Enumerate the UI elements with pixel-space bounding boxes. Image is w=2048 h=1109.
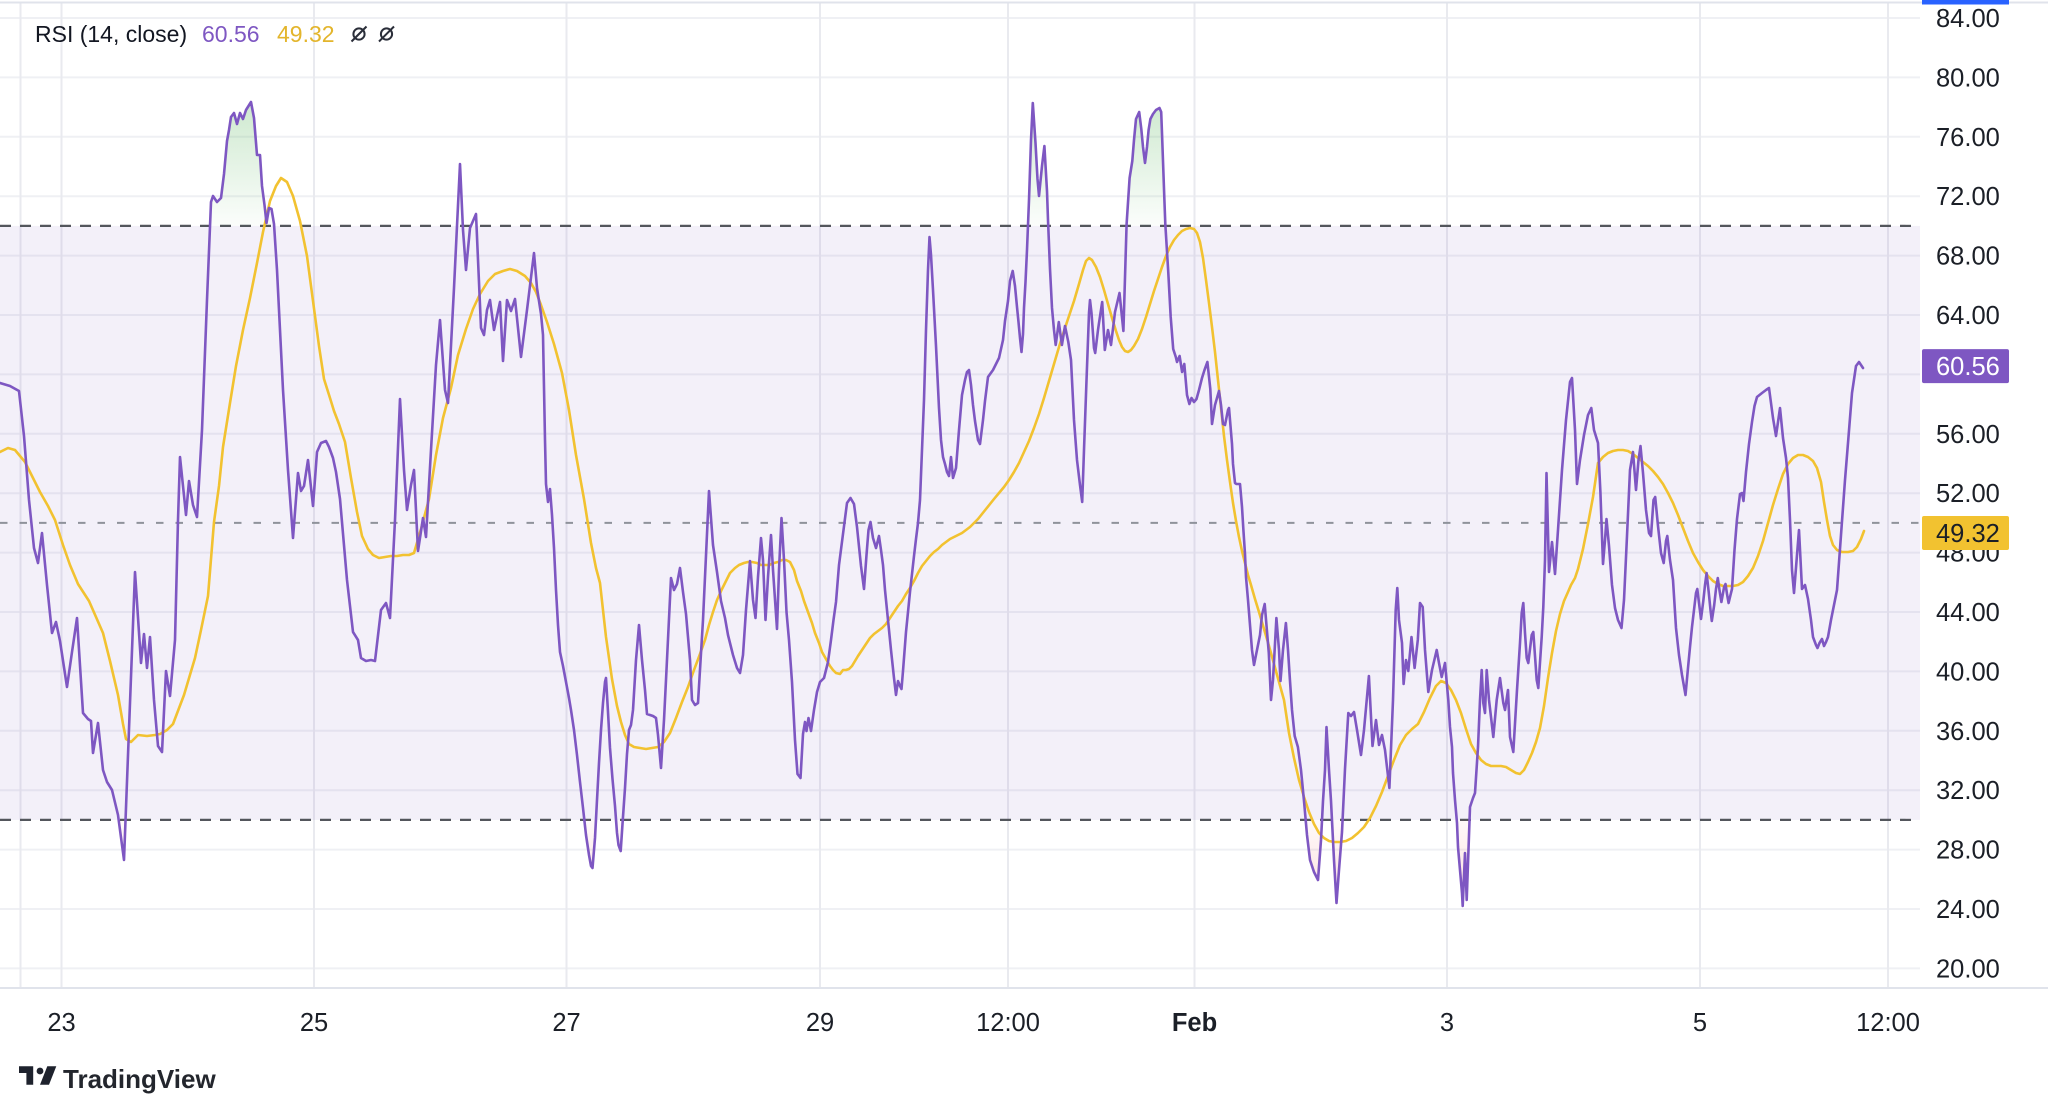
svg-text:52.00: 52.00 [1936, 480, 2000, 508]
svg-text:23: 23 [47, 1009, 75, 1037]
svg-text:49.32: 49.32 [1936, 520, 2000, 548]
svg-text:32.00: 32.00 [1936, 777, 2000, 805]
svg-text:29: 29 [806, 1009, 834, 1037]
svg-text:84.00: 84.00 [1936, 5, 2000, 33]
svg-text:RSI (14, close): RSI (14, close) [35, 21, 187, 47]
svg-text:60.56: 60.56 [202, 21, 260, 47]
svg-text:64.00: 64.00 [1936, 302, 2000, 330]
svg-text:44.00: 44.00 [1936, 599, 2000, 627]
svg-text:3: 3 [1440, 1009, 1454, 1037]
svg-text:36.00: 36.00 [1936, 718, 2000, 746]
svg-text:40.00: 40.00 [1936, 658, 2000, 686]
svg-text:20.00: 20.00 [1936, 955, 2000, 983]
svg-text:72.00: 72.00 [1936, 183, 2000, 211]
svg-text:12:00: 12:00 [976, 1009, 1040, 1037]
svg-text:60.56: 60.56 [1936, 353, 2000, 381]
svg-text:5: 5 [1693, 1009, 1707, 1037]
svg-text:TradingView: TradingView [63, 1064, 216, 1094]
svg-text:68.00: 68.00 [1936, 243, 2000, 271]
svg-text:56.00: 56.00 [1936, 421, 2000, 449]
svg-text:Feb: Feb [1172, 1009, 1217, 1037]
svg-text:25: 25 [300, 1009, 328, 1037]
svg-text:76.00: 76.00 [1936, 124, 2000, 152]
svg-text:24.00: 24.00 [1936, 896, 2000, 924]
svg-text:27: 27 [552, 1009, 580, 1037]
svg-text:12:00: 12:00 [1856, 1009, 1920, 1037]
svg-text:80.00: 80.00 [1936, 64, 2000, 92]
svg-text:28.00: 28.00 [1936, 837, 2000, 865]
svg-text:49.32: 49.32 [277, 21, 335, 47]
